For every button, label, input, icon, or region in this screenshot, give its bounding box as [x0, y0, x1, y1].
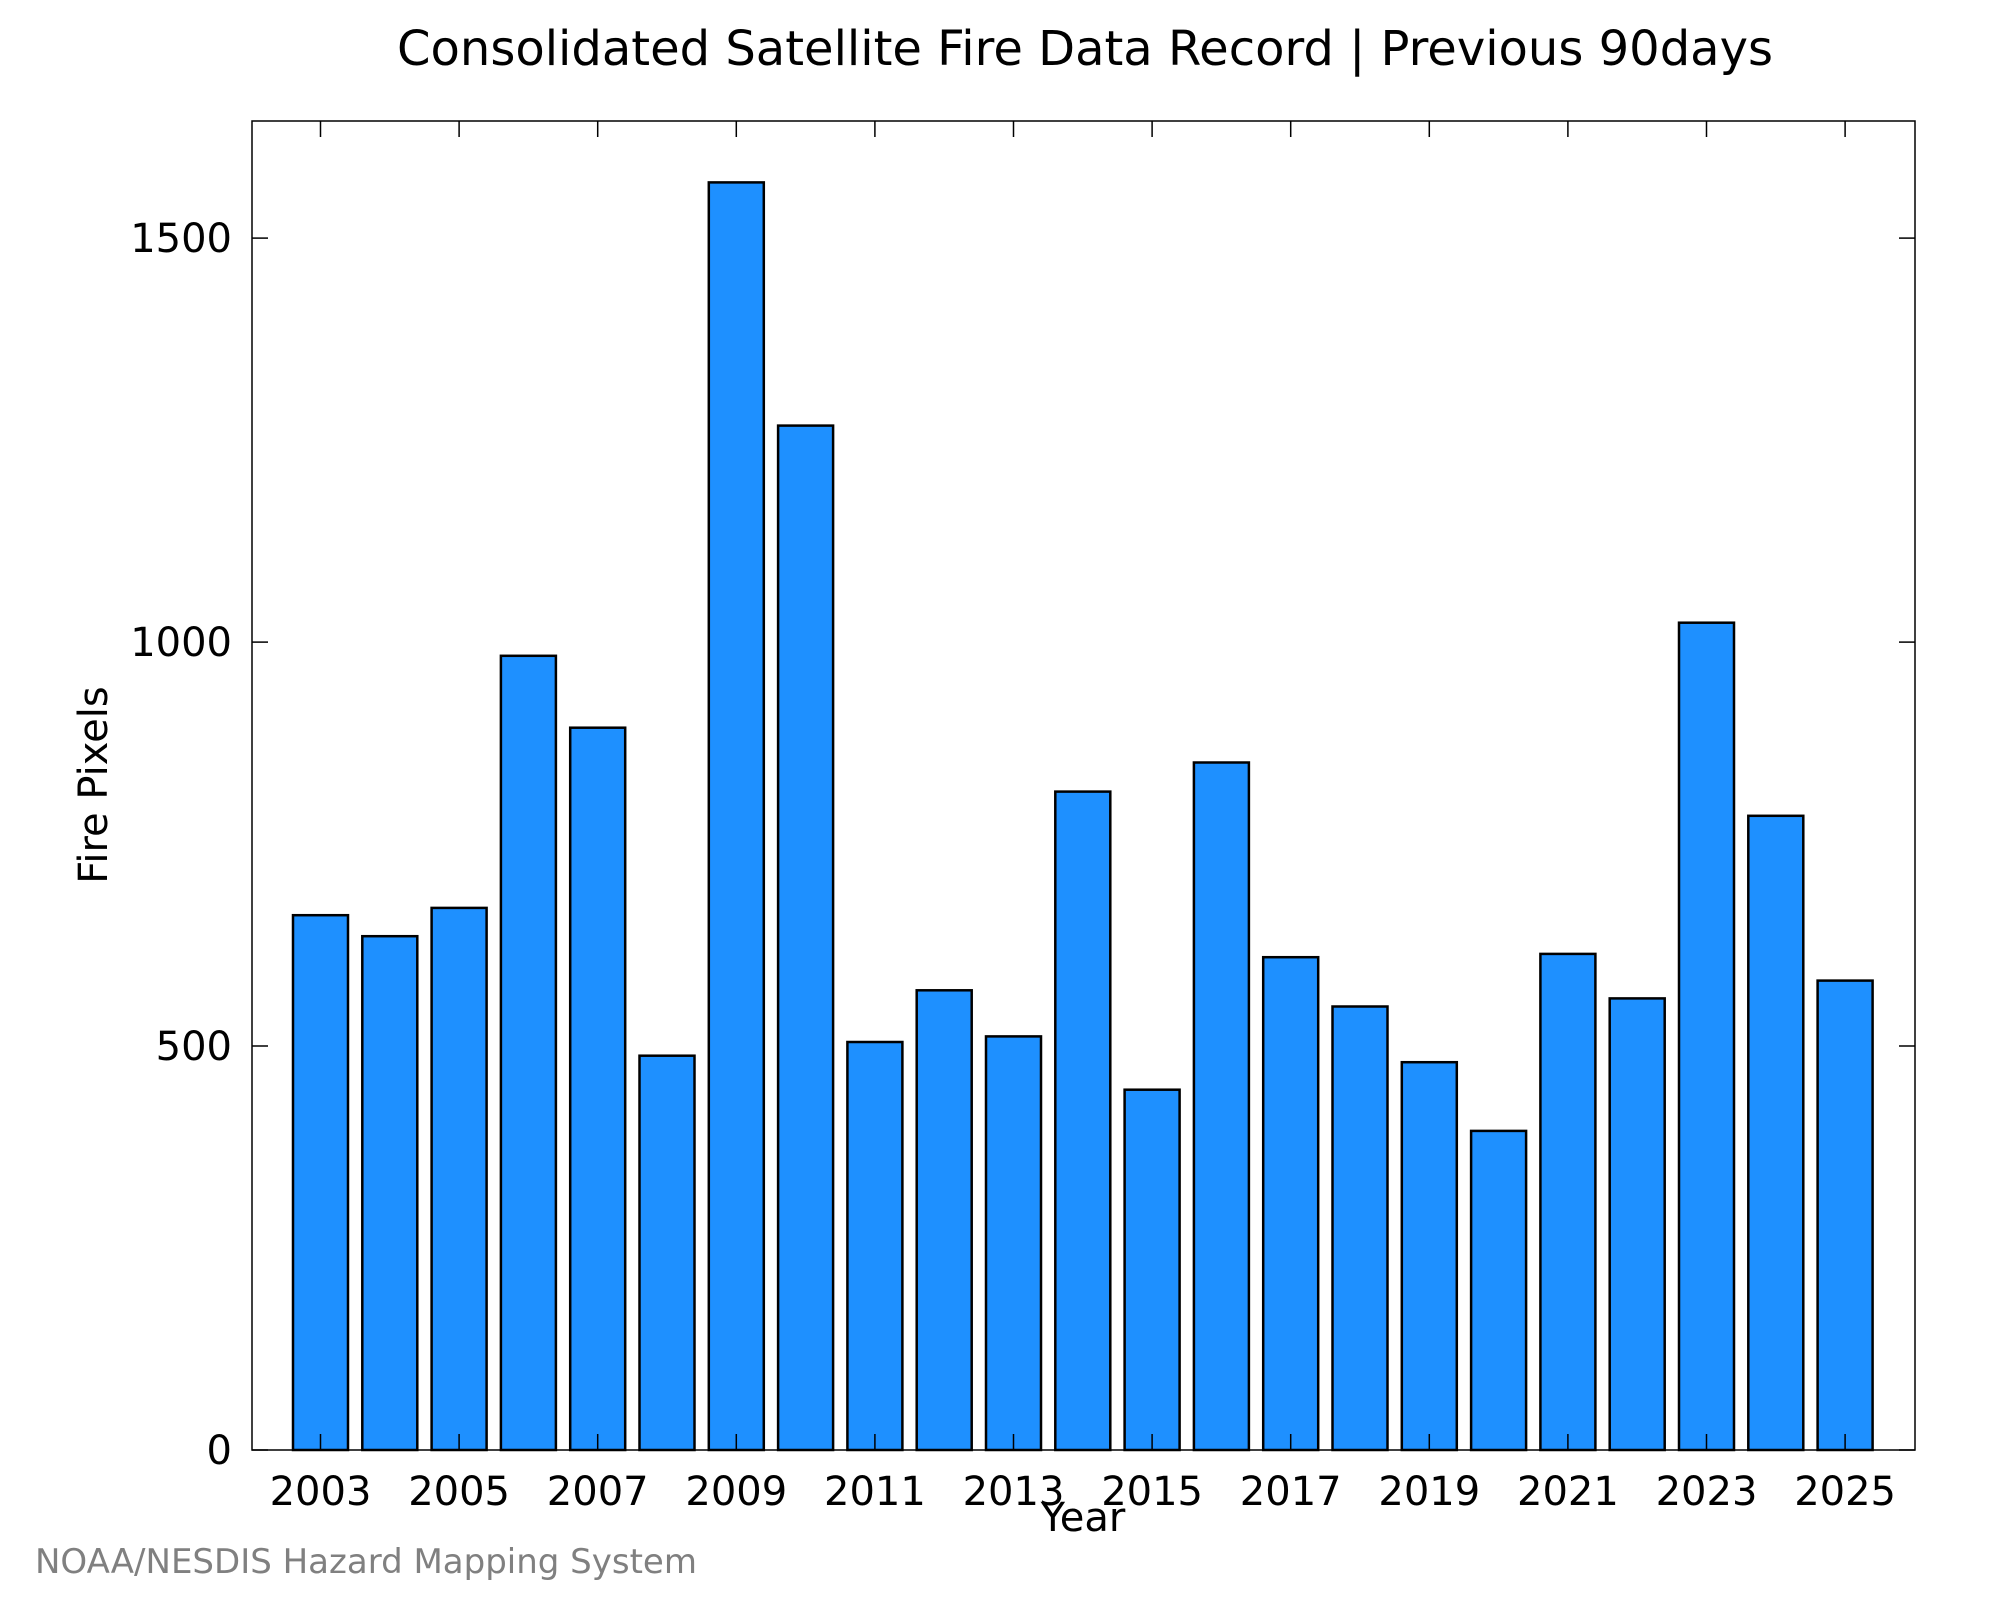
y-tick-label-1500: 1500 [130, 216, 232, 262]
bar-2003 [291, 913, 350, 1452]
bar-2018 [1331, 1005, 1389, 1452]
bars-group [291, 181, 1874, 1452]
credit-text: NOAA/NESDIS Hazard Mapping System [35, 1542, 697, 1582]
bar-2009 [707, 181, 766, 1452]
bar-2019 [1400, 1060, 1459, 1452]
y-axis: 0 500 1000 1500 [130, 216, 1915, 1474]
bar-2005 [430, 906, 488, 1452]
bar-2023 [1677, 621, 1736, 1452]
x-tick-label-2017: 2017 [1240, 1469, 1342, 1515]
x-tick-label-2009: 2009 [685, 1469, 787, 1515]
bar-2022 [1608, 997, 1666, 1452]
x-tick-label-2019: 2019 [1378, 1469, 1480, 1515]
chart-title: Consolidated Satellite Fire Data Record … [397, 21, 1773, 77]
y-tick-label-0: 0 [207, 1428, 232, 1474]
x-tick-label-2011: 2011 [824, 1469, 926, 1515]
y-tick-label-500: 500 [156, 1024, 232, 1070]
bar-2006 [499, 654, 558, 1452]
bar-2013 [984, 1035, 1043, 1452]
bar-2011 [846, 1040, 904, 1452]
bar-2020 [1469, 1129, 1528, 1452]
bar-2021 [1539, 952, 1597, 1452]
bar-2014 [1054, 790, 1112, 1452]
x-tick-label-2005: 2005 [408, 1469, 510, 1515]
x-tick-label-2003: 2003 [270, 1469, 372, 1515]
bar-2010 [776, 424, 835, 1452]
bar-2004 [361, 934, 419, 1452]
bar-2007 [568, 726, 627, 1452]
x-tick-label-2023: 2023 [1656, 1469, 1758, 1515]
bar-2016 [1192, 761, 1251, 1452]
bar-2012 [915, 989, 973, 1452]
y-tick-label-1000: 1000 [130, 620, 232, 666]
x-axis-label: Year [1040, 1495, 1126, 1541]
x-tick-label-2015: 2015 [1101, 1469, 1203, 1515]
bar-2024 [1747, 814, 1805, 1452]
x-axis: 2003 2005 2007 2009 2011 2013 2015 2017 2019 2021… [270, 121, 1896, 1515]
x-tick-label-2025: 2025 [1794, 1469, 1896, 1515]
plot-frame [251, 120, 1916, 1451]
bar-2025 [1816, 979, 1874, 1452]
x-tick-label-2021: 2021 [1517, 1469, 1619, 1515]
x-tick-label-2013: 2013 [963, 1469, 1065, 1515]
bar-2015 [1123, 1088, 1181, 1452]
bar-2017 [1261, 955, 1320, 1452]
x-tick-label-2007: 2007 [547, 1469, 649, 1515]
bar-2008 [638, 1054, 696, 1452]
y-axis-label: Fire Pixels [71, 686, 117, 883]
